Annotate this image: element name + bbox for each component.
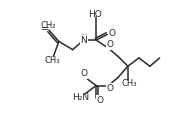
Text: O: O xyxy=(80,69,87,78)
Text: H: H xyxy=(82,34,87,40)
Text: CH₃: CH₃ xyxy=(44,55,60,65)
Text: O: O xyxy=(108,29,115,38)
Text: CH₃: CH₃ xyxy=(121,79,137,88)
Text: O: O xyxy=(106,84,113,93)
Text: N: N xyxy=(80,35,87,45)
Text: O: O xyxy=(96,95,103,105)
Text: H₂N: H₂N xyxy=(72,93,90,102)
Text: =: = xyxy=(41,24,50,34)
Text: O: O xyxy=(106,40,113,49)
Text: CH₂: CH₂ xyxy=(41,21,56,30)
Text: HO: HO xyxy=(88,10,102,19)
